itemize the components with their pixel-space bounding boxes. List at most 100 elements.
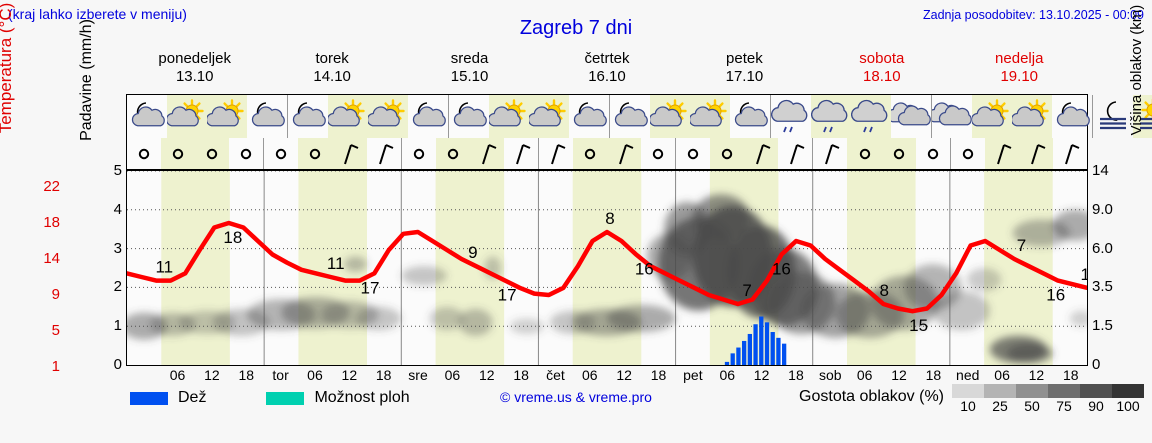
rain-swatch [130, 391, 168, 405]
time-axis-hour: 12 [891, 367, 907, 383]
cloud-density-swatch [1080, 384, 1112, 398]
cloud-height-axis-title: Višina oblakov (km) [1128, 4, 1145, 136]
day-header-0: ponedeljek 13.10 [126, 50, 263, 88]
wind-day-6 [949, 138, 1087, 169]
wind-barb-barb [984, 138, 1019, 169]
temperature-label: 16 [635, 260, 654, 279]
time-axis: 06 12 18 tor 06 12 18 sre 06 12 18 čet 06 12 18 pet 06 12… [126, 366, 1088, 386]
temperature-tick: 1 [51, 358, 60, 375]
icon-day-0 [127, 95, 287, 138]
cloud-density-scale-numbers: 10 25 50 75 90 100 [952, 398, 1144, 414]
time-axis-day-label: sre [408, 367, 428, 383]
cloud-density-step: 100 [1116, 398, 1140, 414]
copyright-link[interactable]: © vreme.us & vreme.pro [500, 389, 652, 405]
time-axis-hour: 12 [478, 367, 495, 383]
time-axis-hour: 06 [169, 367, 186, 383]
icon-day-1 [287, 95, 448, 138]
weather-icon-cloud [891, 95, 931, 138]
cloud-height-tick: 14 [1092, 162, 1109, 179]
time-axis-day-5: sob 06 12 18 [813, 366, 950, 386]
temperature-label: 11 [327, 254, 345, 273]
cloud-density-step: 10 [960, 398, 976, 414]
day-date: 15.10 [450, 68, 489, 85]
weather-icon-moon-cloud [408, 95, 448, 138]
day-header-row: ponedeljek 13.10 torek 14.10 sreda 15.10 četrt… [126, 50, 1088, 88]
wind-day-2 [400, 138, 538, 169]
day-header-6: nedelja 19.10 [951, 50, 1088, 88]
weather-icon-sun-cloud [207, 95, 247, 138]
cloud-height-tick: 9.0 [1092, 200, 1113, 218]
weather-icon-cloud [932, 95, 972, 138]
wind-day-4 [675, 138, 812, 169]
time-axis-hour: 18 [650, 367, 667, 383]
rain-bar [759, 316, 764, 365]
weather-icon-sun-cloud [1012, 95, 1052, 138]
icon-day-6 [1092, 95, 1152, 138]
cloud-density-step: 75 [1056, 398, 1072, 414]
temperature-label: 17 [361, 278, 380, 297]
wind-barb-calm [161, 138, 196, 169]
cloud-height-tick: 3.5 [1092, 278, 1113, 296]
time-axis-day-label: čet [546, 367, 565, 383]
wind-barb-calm [435, 138, 470, 169]
time-axis-hour: 12 [753, 367, 770, 383]
rain-bar [730, 353, 735, 365]
last-update-stamp: Zadnja posodobitev: 13.10.2025 - 00:09 [922, 8, 1144, 22]
wind-day-1 [263, 138, 400, 169]
weather-icon-sun-cloud [489, 95, 529, 138]
weather-icon-moon-cloud [610, 95, 650, 138]
time-axis-hour: 18 [375, 367, 392, 383]
weather-icon-sun-cloud [972, 95, 1012, 138]
time-axis-hour: 18 [925, 367, 942, 383]
rain-bar [764, 322, 770, 365]
temperature-label: 8 [605, 209, 614, 228]
rain-bar [736, 347, 741, 365]
time-axis-hour: 12 [204, 367, 220, 383]
meteogram-plot: 11 18 11 17 9 17 8 16 7 16 8 15 7 16 10 [126, 170, 1088, 366]
cloud-density-swatch [1048, 384, 1080, 398]
temperature-tick: 18 [43, 214, 60, 231]
wind-barb-calm [710, 138, 745, 169]
time-axis-day-0: 06 12 18 [126, 366, 263, 386]
temperature-label: 17 [498, 286, 517, 305]
time-axis-hour: 12 [341, 367, 358, 383]
temperature-label: 8 [880, 281, 889, 300]
day-header-5: sobota 18.10 [813, 50, 950, 88]
rain-bar [747, 333, 752, 365]
wind-barb-calm [264, 138, 298, 169]
time-axis-hour: 18 [1063, 367, 1079, 383]
cloud-height-tick: 0 [1092, 356, 1101, 373]
rain-bar [753, 324, 758, 365]
wind-barb-barb [744, 138, 779, 169]
cloud-density-title: Gostota oblakov (%) [799, 388, 944, 405]
cloud-density-step: 90 [1088, 398, 1104, 414]
time-axis-hour: 18 [788, 367, 804, 383]
day-header-2: sreda 15.10 [401, 50, 538, 88]
cloud-height-tick: 1.5 [1092, 317, 1113, 335]
plot-canvas: 11 18 11 17 9 17 8 16 7 16 8 15 7 16 10 [127, 171, 1087, 365]
cloud-height-tick: 6.0 [1092, 239, 1113, 257]
showers-legend-label: Možnost ploh [314, 389, 410, 406]
wind-day-3 [537, 138, 675, 169]
day-date: 14.10 [313, 68, 351, 85]
weather-icon-fog-sun [1133, 95, 1152, 138]
weather-icon-moon-cloud [1052, 95, 1092, 138]
wind-barb-calm [676, 138, 710, 169]
day-header-4: petek 17.10 [676, 50, 813, 88]
wind-barb-barb [332, 138, 367, 169]
temperature-label: 16 [772, 260, 791, 279]
day-date: 18.10 [863, 68, 901, 85]
page-title: Zagreb 7 dni [519, 17, 633, 39]
temperature-label: 9 [468, 243, 477, 262]
location-menu-note[interactable]: (kraj lahko izberete v meniju) [8, 6, 187, 22]
wind-day-0 [127, 138, 263, 169]
time-axis-day-1: tor 06 12 18 [263, 366, 400, 386]
wind-barb-calm [229, 138, 263, 169]
weather-icon-fog-moon [1093, 95, 1133, 138]
day-name: sreda [450, 50, 489, 67]
temperature-tick: 9 [51, 286, 60, 303]
cloud-density-step: 50 [1024, 398, 1040, 414]
time-axis-hour: 06 [582, 367, 598, 383]
weather-icon-band [126, 94, 1152, 138]
wind-barb-calm [641, 138, 675, 169]
